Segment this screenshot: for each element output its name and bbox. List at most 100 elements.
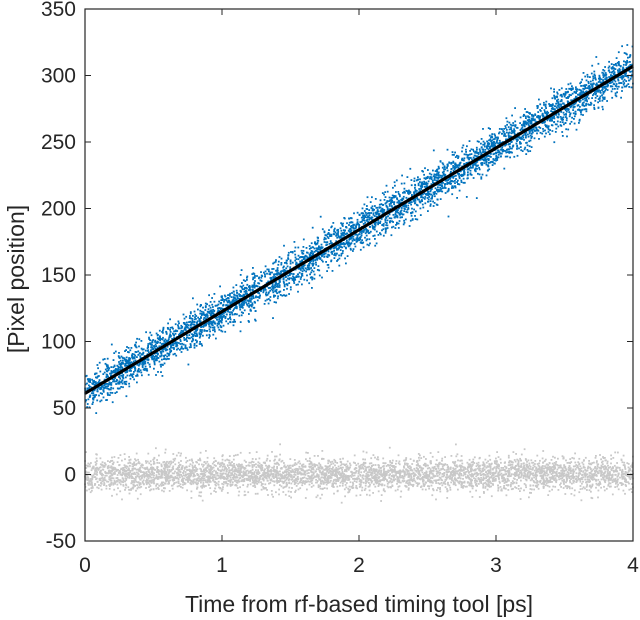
- data-point: [283, 244, 285, 247]
- data-point: [558, 113, 560, 116]
- data-point: [190, 497, 193, 499]
- data-point: [569, 105, 572, 108]
- data-point: [425, 183, 428, 186]
- data-point: [425, 193, 428, 195]
- data-point: [421, 203, 424, 206]
- data-point: [125, 364, 127, 367]
- data-point: [453, 185, 456, 188]
- data-point: [240, 269, 243, 271]
- data-point: [411, 218, 414, 220]
- data-point: [414, 187, 416, 189]
- data-point: [550, 110, 552, 112]
- data-point: [372, 213, 375, 216]
- data-point: [594, 99, 597, 102]
- data-point: [411, 207, 413, 210]
- data-point: [162, 328, 165, 330]
- data-point: [183, 322, 186, 324]
- data-point: [457, 172, 459, 175]
- data-point: [164, 357, 166, 360]
- data-point: [311, 477, 313, 480]
- data-point: [576, 88, 578, 91]
- data-point: [586, 75, 589, 78]
- data-point: [377, 212, 379, 215]
- data-point: [133, 371, 135, 373]
- data-point: [485, 158, 488, 161]
- data-point: [586, 96, 589, 98]
- data-point: [553, 115, 555, 117]
- data-point: [631, 73, 633, 76]
- data-point: [337, 243, 340, 246]
- data-point: [529, 150, 532, 152]
- data-point: [602, 92, 605, 95]
- data-point: [390, 234, 393, 237]
- data-point: [133, 365, 135, 368]
- data-point: [231, 476, 234, 479]
- data-point: [599, 95, 602, 98]
- data-point: [477, 172, 479, 175]
- data-point: [104, 368, 107, 371]
- data-point: [361, 219, 364, 221]
- data-point: [622, 76, 625, 79]
- data-point: [600, 78, 603, 81]
- data-point: [444, 175, 446, 178]
- data-point: [200, 313, 203, 315]
- data-point: [522, 136, 525, 139]
- data-point: [239, 306, 241, 309]
- data-point: [331, 250, 333, 253]
- data-point: [619, 82, 622, 84]
- data-point: [310, 259, 312, 262]
- data-point: [567, 97, 569, 99]
- data-point: [320, 254, 323, 257]
- data-point: [502, 150, 505, 152]
- data-point: [138, 362, 141, 365]
- data-point: [214, 305, 217, 307]
- data-point: [120, 381, 123, 384]
- data-point: [455, 455, 458, 458]
- data-point: [592, 82, 595, 85]
- data-point: [433, 173, 436, 176]
- data-point: [383, 193, 385, 196]
- data-point: [177, 326, 180, 328]
- data-point: [593, 108, 596, 110]
- data-point: [523, 138, 525, 141]
- data-point: [418, 188, 421, 190]
- data-point: [585, 485, 588, 488]
- data-point: [241, 288, 244, 291]
- data-point: [437, 171, 440, 174]
- data-point: [473, 154, 476, 157]
- data-point: [438, 174, 440, 176]
- data-point: [388, 205, 391, 207]
- data-point: [180, 327, 183, 329]
- data-point: [249, 286, 251, 288]
- data-point: [493, 133, 496, 136]
- data-point: [121, 382, 124, 385]
- data-point: [111, 378, 114, 380]
- data-point: [611, 75, 614, 77]
- data-point: [551, 103, 554, 106]
- data-point: [162, 326, 165, 329]
- data-point: [302, 256, 305, 259]
- data-point: [177, 464, 180, 467]
- data-point: [218, 307, 221, 310]
- data-point: [477, 153, 480, 156]
- data-point: [350, 476, 353, 478]
- data-point: [553, 116, 555, 119]
- data-point: [141, 348, 144, 351]
- data-point: [242, 284, 245, 287]
- data-point: [223, 300, 225, 303]
- data-point: [423, 182, 426, 184]
- data-point: [250, 304, 253, 306]
- data-point: [86, 406, 88, 408]
- data-point: [252, 276, 255, 279]
- data-point: [212, 306, 214, 308]
- data-point: [400, 209, 403, 212]
- data-point: [385, 465, 388, 467]
- data-point: [493, 159, 496, 162]
- data-point: [568, 487, 571, 490]
- data-point: [302, 265, 305, 268]
- data-point: [545, 125, 547, 128]
- data-point: [105, 399, 107, 401]
- data-point: [239, 321, 242, 323]
- data-point: [314, 259, 317, 262]
- data-point: [483, 142, 486, 145]
